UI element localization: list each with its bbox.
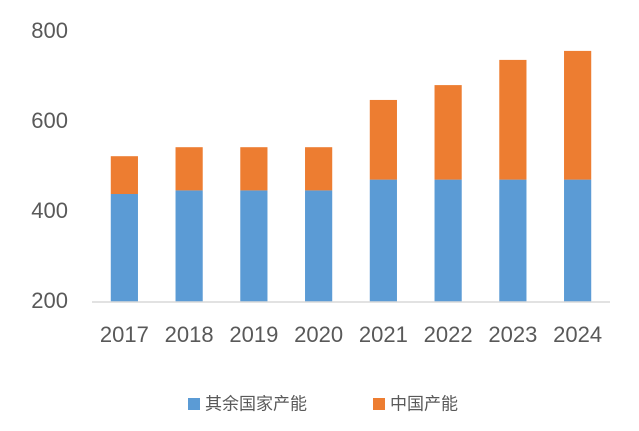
y-tick-label: 800 (31, 18, 68, 43)
bar-segment (240, 147, 268, 191)
x-tick-label: 2021 (359, 322, 408, 347)
x-tick-label: 2023 (488, 322, 537, 347)
bar-segment (369, 179, 397, 302)
bar-segment (369, 99, 397, 180)
bar-segment (499, 59, 527, 180)
bar-segment (434, 179, 462, 302)
legend-label: 中国产能 (390, 394, 458, 413)
x-tick-label: 2019 (229, 322, 278, 347)
bar-segment (564, 179, 592, 302)
bar-segment (305, 190, 333, 302)
bar-segment (434, 85, 462, 180)
x-tick-label: 2024 (553, 322, 602, 347)
legend-swatch (188, 398, 200, 410)
bar-segment (175, 147, 203, 191)
x-tick-label: 2022 (424, 322, 473, 347)
x-tick-label: 2017 (100, 322, 149, 347)
bar-segment (564, 50, 592, 180)
bar-segment (175, 190, 203, 302)
bar-segment (499, 179, 527, 302)
bar-segment (305, 147, 333, 191)
legend-swatch (373, 398, 385, 410)
y-tick-label: 600 (31, 108, 68, 133)
y-tick-label: 200 (31, 288, 68, 313)
bar-segment (240, 190, 268, 302)
bar-segment (110, 156, 138, 194)
legend-label: 其余国家产能 (205, 394, 307, 413)
bar-segment (110, 194, 138, 302)
y-tick-label: 400 (31, 198, 68, 223)
x-tick-label: 2018 (165, 322, 214, 347)
x-tick-label: 2020 (294, 322, 343, 347)
